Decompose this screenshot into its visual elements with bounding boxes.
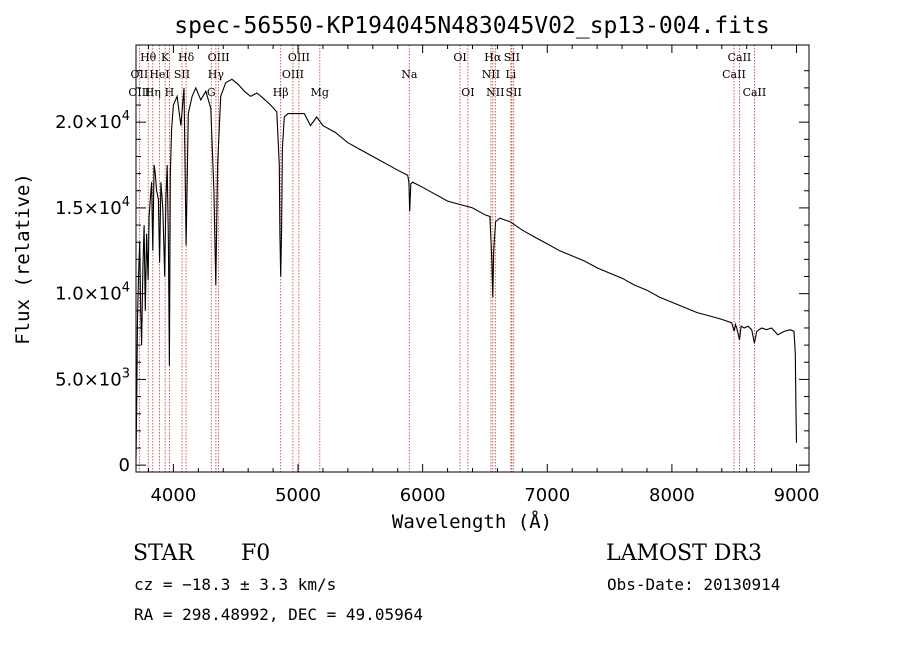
line-label: Hη xyxy=(145,86,161,99)
x-axis-label: Wavelength (Å) xyxy=(392,510,552,533)
plot-frame xyxy=(135,44,810,473)
y-tick-mantissa: 2.0×10 xyxy=(55,112,122,133)
line-label: CaII xyxy=(722,68,746,81)
line-label: OI xyxy=(461,86,474,99)
y-axis-label: Flux (relative) xyxy=(12,173,34,345)
x-tick-label: 9000 xyxy=(774,485,820,506)
y-tick-label: 0 xyxy=(119,455,130,476)
y-tick-mantissa: 1.0×10 xyxy=(55,284,122,305)
line-label: HeI xyxy=(149,68,169,81)
observation-date: Obs-Date: 20130914 xyxy=(607,575,780,594)
x-tick-label: 8000 xyxy=(649,485,695,506)
line-label: Hγ xyxy=(208,68,225,81)
line-label: Hθ xyxy=(140,51,157,64)
redshift-value: cz = −18.3 ± 3.3 km/s xyxy=(134,575,336,594)
object-type: STAR xyxy=(133,541,195,566)
line-label: G xyxy=(207,86,216,99)
line-label: OIII xyxy=(288,51,310,64)
y-tick-exponent: 4 xyxy=(122,195,130,210)
x-tick-label: 7000 xyxy=(524,485,570,506)
coordinates: RA = 298.48992, DEC = 49.05964 xyxy=(134,605,423,624)
line-label: NII xyxy=(486,86,504,99)
line-label: OIII xyxy=(208,51,230,64)
line-label: Na xyxy=(401,68,418,81)
line-label: OI xyxy=(453,51,466,64)
line-label: Hβ xyxy=(273,86,289,99)
x-tick-label: 5000 xyxy=(275,485,321,506)
line-label: Mg xyxy=(311,86,329,99)
line-label: Hα xyxy=(484,51,502,64)
x-tick-label: 6000 xyxy=(400,485,446,506)
line-label: OIII xyxy=(128,86,150,99)
line-label: OIII xyxy=(282,68,304,81)
line-label: NII xyxy=(482,68,500,81)
y-tick-exponent: 4 xyxy=(122,281,130,296)
emission-line-labels: Hθ OII OIII K HeI Hη Hδ SII H OIII Hγ G OIII OIII Hβ Mg… xyxy=(128,51,766,99)
y-tick-mantissa: 1.5×10 xyxy=(55,198,122,219)
y-tick-label: 1.5×104 xyxy=(55,195,130,219)
line-label: SII xyxy=(174,68,190,81)
y-tick-exponent: 4 xyxy=(122,109,130,124)
y-tick-mantissa: 0 xyxy=(119,455,130,476)
spectral-subclass: F0 xyxy=(241,541,270,566)
line-label: CaII xyxy=(728,51,752,64)
x-axis-ticks: 4000 5000 6000 7000 8000 9000 xyxy=(147,45,820,506)
y-tick-exponent: 3 xyxy=(122,366,130,381)
chart-title: spec-56550-KP194045N483045V02_sp13-004.f… xyxy=(174,13,769,39)
y-tick-label: 1.0×104 xyxy=(55,281,130,305)
line-label: OII xyxy=(131,68,149,81)
y-tick-mantissa: 5.0×10 xyxy=(55,369,122,390)
x-tick-label: 4000 xyxy=(150,485,196,506)
survey-name: LAMOST DR3 xyxy=(606,541,762,566)
line-label: SII xyxy=(506,86,522,99)
line-label: K xyxy=(161,51,170,64)
line-label: SII xyxy=(504,51,520,64)
line-label: Hδ xyxy=(178,51,195,64)
spectrum-line xyxy=(135,78,798,461)
y-tick-label: 2.0×104 xyxy=(55,109,130,133)
line-label: H xyxy=(165,86,175,99)
line-label: Li xyxy=(505,68,516,81)
y-tick-label: 5.0×103 xyxy=(55,366,130,390)
emission-line-markers xyxy=(138,45,755,472)
line-label: CaII xyxy=(743,86,767,99)
